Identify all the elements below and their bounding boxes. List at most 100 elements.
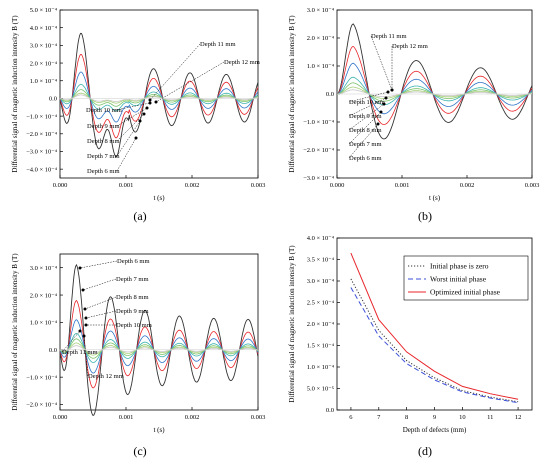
- series-depth-10mm: [59, 89, 259, 107]
- annotation-marker: [78, 266, 82, 270]
- depth-annotation: Depth 12 mm: [88, 373, 124, 380]
- depth-annotation: Depth 6 mm: [87, 168, 120, 175]
- x-tick-label: 0.002: [185, 414, 200, 421]
- depth-annotation: Depth 12 mm: [392, 43, 428, 50]
- legend-label: Worst initial phase: [430, 275, 487, 284]
- y-tick-label: 5.0 × 10⁻⁴: [30, 7, 58, 14]
- depth-annotation: Depth 7 mm: [349, 141, 382, 148]
- annotation-leader: [149, 43, 201, 101]
- depth-annotation: Depth 7 mm: [87, 153, 120, 160]
- annotation-leader: [84, 296, 117, 310]
- x-tick-label: 0.003: [251, 182, 266, 189]
- y-tick-label: −3.0 × 10⁻⁴: [26, 149, 58, 156]
- annotation-marker: [382, 102, 386, 106]
- panel-label: (a): [133, 209, 146, 223]
- x-axis-label: t (s): [153, 426, 165, 434]
- depth-annotation: Depth 8 mm: [116, 294, 149, 301]
- series-depth-10mm: [59, 338, 259, 359]
- y-tick-label: 2.0 × 10⁻⁴: [30, 292, 58, 299]
- annotation-marker: [154, 100, 158, 104]
- x-tick-label: 0.001: [395, 182, 410, 189]
- x-tick-label: 0.000: [53, 182, 68, 189]
- annotation-leader: [116, 137, 137, 172]
- y-tick-label: 1.5 × 10⁻⁴: [307, 343, 335, 350]
- x-tick-label: 7: [377, 414, 381, 421]
- x-axis-label: Depth of defects (mm): [403, 426, 467, 434]
- x-tick-label: 10: [459, 414, 466, 421]
- annotation-marker: [376, 122, 380, 126]
- series-depth-6mm: [59, 263, 259, 416]
- depth-annotation: Depth 10 mm: [86, 107, 122, 114]
- annotation-marker: [134, 136, 138, 140]
- series-depth-12mm: [59, 94, 259, 103]
- annotation-marker: [81, 288, 85, 292]
- annotation-leader: [348, 111, 382, 145]
- x-tick-label: 6: [349, 414, 353, 421]
- y-tick-label: 4.0 × 10⁻⁴: [30, 25, 58, 32]
- series-depth-12mm: [59, 345, 259, 354]
- y-tick-label: 4.0 × 10⁻⁴: [307, 235, 335, 242]
- x-tick-label: 0.002: [185, 182, 200, 189]
- annotation-leader: [85, 310, 117, 319]
- legend-label: Initial phase is zero: [430, 262, 489, 271]
- series-line-2: [350, 252, 519, 400]
- y-tick-label: 0.0: [326, 407, 334, 414]
- plot-frame: [59, 9, 259, 179]
- y-tick-label: −3.0 × 10⁻⁴: [303, 175, 335, 182]
- depth-annotation: Depth 8 mm: [87, 138, 120, 145]
- annotation-leader: [348, 103, 385, 131]
- annotation-marker: [379, 110, 383, 114]
- y-axis-label: Differential signal of magnetic inductio…: [288, 15, 296, 173]
- x-tick-label: 0.000: [330, 182, 345, 189]
- series-depth-8mm: [59, 71, 259, 123]
- x-axis-label: t (s): [429, 194, 441, 202]
- annotation-leader: [116, 113, 145, 142]
- series-depth-12mm: [337, 89, 533, 98]
- series-line-0: [350, 278, 519, 403]
- panel-label: (c): [133, 444, 146, 458]
- annotation-marker: [82, 334, 86, 338]
- y-tick-label: 3.5 × 10⁻⁴: [307, 257, 335, 264]
- depth-annotation: Depth 11 mm: [371, 33, 407, 40]
- y-axis-label: Differential signal of magnetic inductio…: [11, 253, 19, 411]
- depth-annotation: Depth 11 mm: [200, 41, 236, 48]
- depth-annotation: Depth 12 mm: [224, 59, 260, 66]
- x-tick-label: 0.000: [53, 414, 68, 421]
- depth-annotation: Depth 9 mm: [349, 113, 382, 120]
- y-tick-label: 3.0 × 10⁻⁴: [307, 278, 335, 285]
- depth-annotation: Depth 10 mm: [116, 322, 152, 329]
- y-tick-label: 1.0 × 10⁻⁴: [307, 364, 335, 371]
- annotation-marker: [145, 106, 149, 110]
- annotation-leader: [370, 35, 393, 91]
- y-tick-label: −1.0 × 10⁻⁴: [26, 113, 58, 120]
- x-axis-label: t (s): [153, 194, 165, 202]
- series-depth-9mm: [59, 332, 259, 363]
- y-tick-label: −2.0 × 10⁻⁴: [303, 147, 335, 154]
- depth-annotation: Depth 6 mm: [349, 155, 382, 162]
- series-line-1: [350, 287, 519, 404]
- annotation-leader: [61, 330, 81, 353]
- annotation-marker: [83, 307, 87, 311]
- panel-label: (d): [418, 444, 432, 458]
- legend-label: Optimized initial phase: [430, 288, 501, 297]
- series-depth-7mm: [59, 299, 259, 389]
- series-depth-9mm: [59, 83, 259, 112]
- y-tick-label: 1.0 × 10⁻⁴: [30, 320, 58, 327]
- series-depth-8mm: [59, 319, 259, 374]
- depth-annotation: Depth 9 mm: [87, 123, 120, 130]
- depth-annotation: Depth 10 mm: [349, 99, 385, 106]
- y-tick-label: −2.0 × 10⁻⁴: [26, 402, 58, 409]
- annotation-leader: [155, 61, 225, 103]
- y-tick-label: −1.0 × 10⁻⁴: [303, 119, 335, 126]
- annotation-marker: [84, 316, 88, 320]
- y-tick-label: 2.0 × 10⁻⁴: [307, 35, 335, 42]
- annotation-marker: [84, 323, 88, 327]
- y-tick-label: −2.0 × 10⁻⁴: [26, 131, 58, 138]
- annotation-leader: [348, 91, 389, 103]
- x-tick-label: 12: [515, 414, 522, 421]
- depth-annotation: Depth 9 mm: [116, 308, 149, 315]
- annotation-leader: [348, 123, 379, 159]
- y-tick-label: 0.0: [49, 96, 57, 103]
- x-tick-label: 0.002: [460, 182, 475, 189]
- series-depth-8mm: [336, 62, 533, 115]
